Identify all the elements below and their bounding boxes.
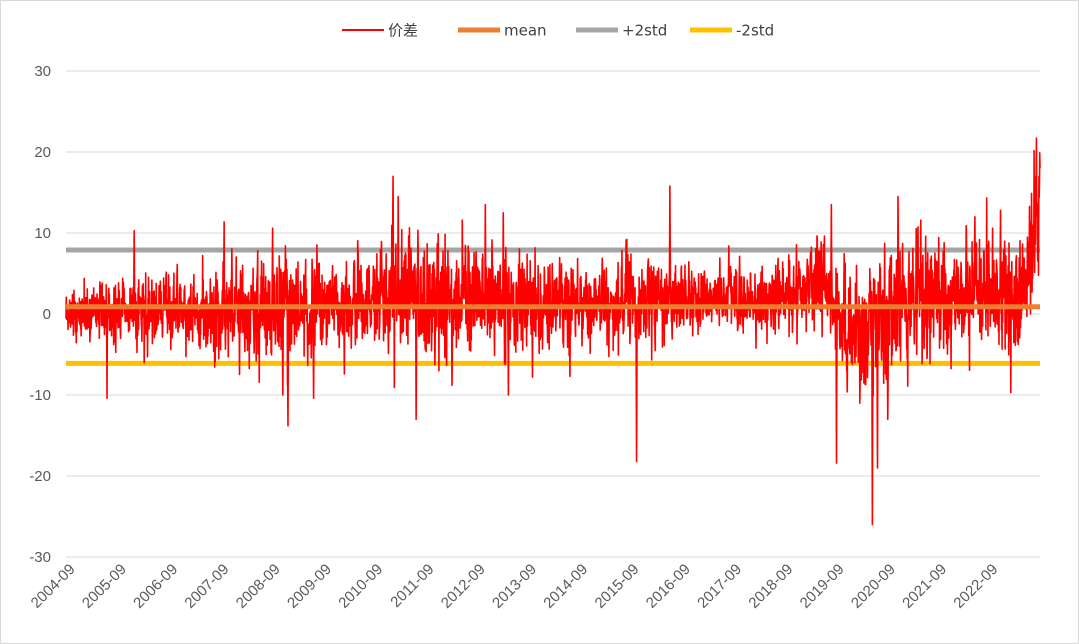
- x-tick-label: 2018-09: [745, 561, 796, 612]
- legend-label: mean: [504, 22, 547, 40]
- y-tick-label: 30: [34, 63, 51, 80]
- x-tick-label: 2004-09: [28, 561, 79, 612]
- x-tick-label: 2011-09: [387, 561, 437, 611]
- y-tick-label: -10: [29, 387, 51, 404]
- legend-label: 价差: [388, 22, 418, 40]
- y-tick-label: -20: [29, 468, 51, 485]
- x-tick-label: 2015-09: [592, 561, 643, 612]
- x-tick-label: 2014-09: [540, 561, 591, 612]
- x-tick-label: 2008-09: [233, 561, 284, 612]
- x-tick-label: 2009-09: [284, 561, 335, 612]
- x-tick-label: 2020-09: [848, 561, 899, 612]
- y-tick-label: 0: [43, 306, 51, 323]
- legend-label: -2std: [736, 22, 774, 40]
- y-axis-ticks: 30 20 10 0 -10 -20 -30: [29, 63, 51, 566]
- x-tick-label: 2013-09: [489, 561, 540, 612]
- legend-label: +2std: [622, 22, 667, 40]
- x-tick-label: 2006-09: [130, 561, 181, 612]
- x-axis-ticks: 2004-09 2005-09 2006-09 2007-09 2008-09 2009-…: [28, 561, 1002, 612]
- x-tick-label: 2021-09: [899, 561, 950, 612]
- series-lines: [65, 137, 1041, 526]
- x-tick-label: 2007-09: [181, 561, 232, 612]
- x-tick-label: 2019-09: [797, 561, 848, 612]
- x-tick-label: 2005-09: [79, 561, 130, 612]
- x-tick-label: 2012-09: [438, 561, 489, 612]
- x-tick-label: 2010-09: [335, 561, 386, 612]
- gridlines: [66, 70, 1040, 558]
- x-tick-label: 2017-09: [694, 561, 745, 612]
- y-tick-label: 20: [34, 144, 51, 161]
- legend: 价差 mean +2std -2std: [342, 22, 774, 40]
- x-tick-label: 2016-09: [643, 561, 694, 612]
- x-tick-label: 2022-09: [950, 561, 1001, 612]
- y-tick-label: 10: [34, 225, 51, 242]
- y-tick-label: -30: [29, 549, 51, 566]
- series-line-spread: [65, 137, 1041, 526]
